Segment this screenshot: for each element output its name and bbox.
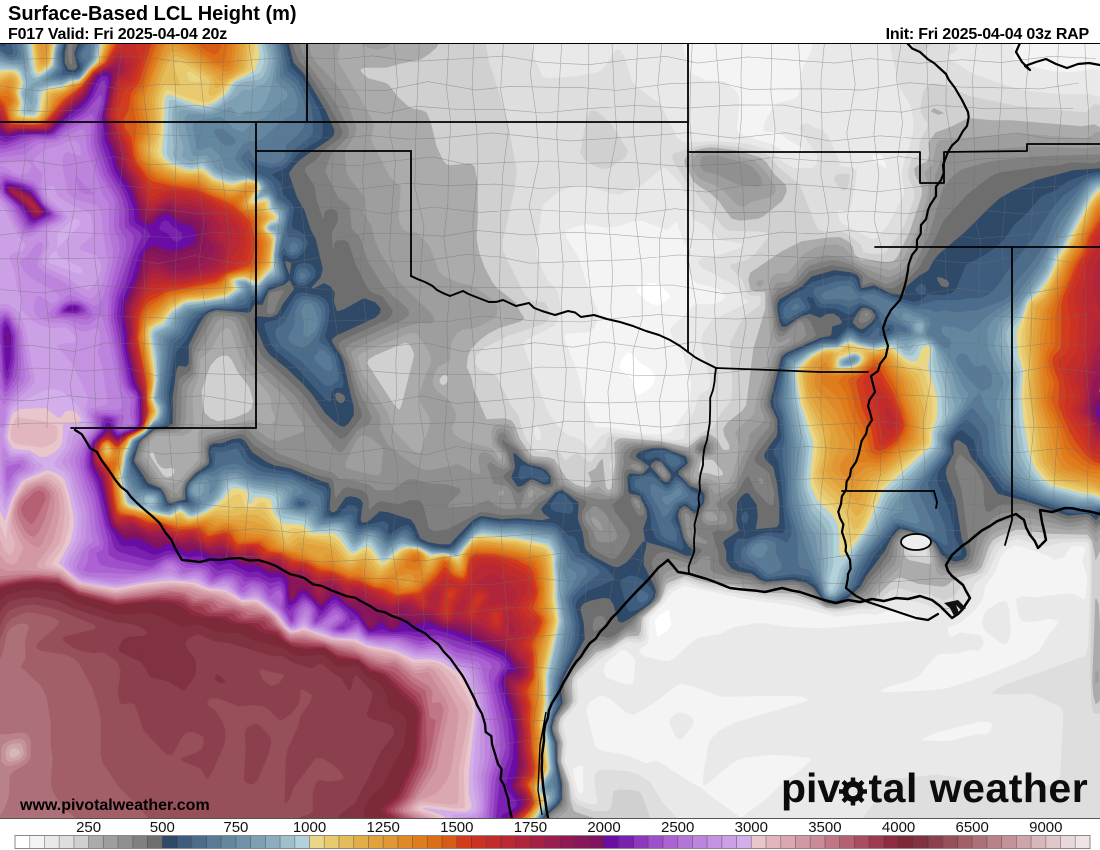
svg-text:250: 250 — [76, 819, 101, 836]
svg-text:1500: 1500 — [440, 819, 473, 836]
svg-text:tal weather: tal weather — [869, 765, 1089, 811]
svg-text:piv: piv — [781, 765, 840, 811]
svg-text:1250: 1250 — [367, 819, 400, 836]
svg-text:6500: 6500 — [956, 819, 989, 836]
svg-text:500: 500 — [150, 819, 175, 836]
svg-text:3500: 3500 — [808, 819, 841, 836]
svg-text:9000: 9000 — [1029, 819, 1062, 836]
svg-text:2500: 2500 — [661, 819, 694, 836]
svg-text:4000: 4000 — [882, 819, 915, 836]
svg-text:1000: 1000 — [293, 819, 326, 836]
svg-text:750: 750 — [223, 819, 248, 836]
svg-text:2000: 2000 — [587, 819, 620, 836]
svg-text:3000: 3000 — [735, 819, 768, 836]
svg-text:1750: 1750 — [514, 819, 547, 836]
